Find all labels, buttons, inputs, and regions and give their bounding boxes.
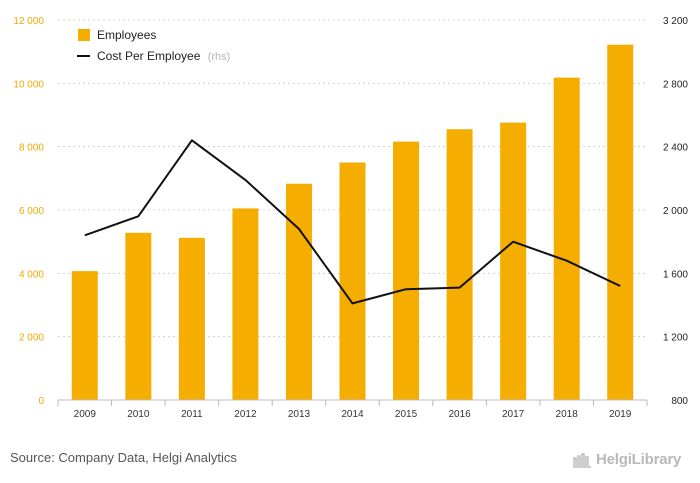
brand-text: HelgiLibrary <box>596 451 682 468</box>
right-tick-label: 2 400 <box>663 143 688 154</box>
line-group <box>84 139 621 305</box>
left-tick-label: 0 <box>38 396 44 407</box>
legend-label-cost: Cost Per Employee (rhs) <box>97 49 230 63</box>
x-tick-label: 2013 <box>288 409 311 420</box>
legend-swatch-employees <box>78 29 90 41</box>
x-axis: 2009 2010 2011 2012 2013 2014 2015 2016 2017 2018… <box>57 399 648 420</box>
legend: Employees Cost Per Employee (rhs) <box>77 28 230 63</box>
bar-employees-2016 <box>446 129 473 400</box>
left-tick-label: 8 000 <box>19 143 44 154</box>
x-tick-label: 2011 <box>181 409 203 420</box>
left-y-axis: 0 2 000 4 000 6 000 8 000 10 000 12 000 <box>13 16 44 407</box>
right-tick-label: 3 200 <box>663 16 688 27</box>
x-tick-label: 2018 <box>556 409 579 420</box>
x-tick-label: 2014 <box>341 409 364 420</box>
x-tick-label: 2009 <box>74 409 97 420</box>
right-tick-label: 1 600 <box>663 269 688 280</box>
left-tick-label: 12 000 <box>13 16 44 27</box>
left-tick-label: 2 000 <box>19 333 44 344</box>
right-tick-label: 2 000 <box>663 206 688 217</box>
left-tick-label: 4 000 <box>19 269 44 280</box>
x-tick-label: 2012 <box>234 409 257 420</box>
bar-employees-2015 <box>393 141 420 400</box>
right-tick-label: 800 <box>671 396 688 407</box>
x-tick-label: 2015 <box>395 409 418 420</box>
bar-employees-2011 <box>178 237 205 400</box>
source-note: Source: Company Data, Helgi Analytics <box>10 450 237 465</box>
right-y-axis: 800 1 200 1 600 2 000 2 400 2 800 3 200 <box>663 16 688 407</box>
legend-label-cost-note: (rhs) <box>208 51 231 63</box>
right-tick-label: 1 200 <box>663 333 688 344</box>
bar-employees-2013 <box>285 183 312 400</box>
bar-employees-2010 <box>125 232 152 400</box>
gridlines <box>58 19 647 338</box>
bar-employees-2019 <box>607 44 634 400</box>
bar-employees-2009 <box>71 271 98 400</box>
x-tick-label: 2010 <box>127 409 150 420</box>
x-tick-label: 2019 <box>609 409 632 420</box>
bar-employees-2017 <box>500 122 527 400</box>
left-tick-label: 10 000 <box>13 79 44 90</box>
legend-label-employees: Employees <box>97 28 156 42</box>
bar-employees-2014 <box>339 162 366 400</box>
x-tick-label: 2017 <box>502 409 525 420</box>
x-tick-label: 2016 <box>448 409 471 420</box>
brand-logo: HelgiLibrary <box>572 448 694 472</box>
bar-employees-2012 <box>232 208 259 400</box>
left-tick-label: 6 000 <box>19 206 44 217</box>
line-cost-per-employee <box>84 139 621 305</box>
legend-label-cost-name: Cost Per Employee <box>97 49 201 63</box>
brand-building-icon <box>573 453 591 468</box>
right-tick-label: 2 800 <box>663 79 688 90</box>
bar-employees-2018 <box>553 77 580 400</box>
bars-group <box>71 44 634 400</box>
